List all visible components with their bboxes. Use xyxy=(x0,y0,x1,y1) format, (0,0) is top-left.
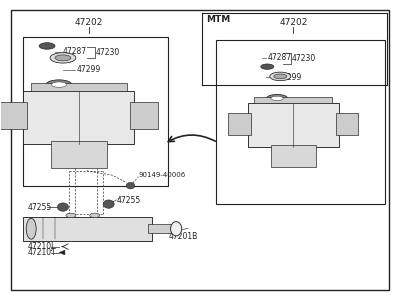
Bar xyxy=(228,113,251,135)
Bar xyxy=(31,83,126,91)
Ellipse shape xyxy=(171,222,182,236)
Bar xyxy=(51,141,107,168)
Bar xyxy=(270,145,316,166)
Text: 47202: 47202 xyxy=(279,18,308,27)
Ellipse shape xyxy=(52,82,66,87)
Text: 47299: 47299 xyxy=(278,73,302,82)
Bar xyxy=(23,91,134,144)
Bar xyxy=(336,113,358,135)
Polygon shape xyxy=(59,250,65,255)
Bar xyxy=(216,40,385,203)
Bar xyxy=(130,102,158,129)
Ellipse shape xyxy=(90,213,100,218)
Ellipse shape xyxy=(261,64,274,69)
Ellipse shape xyxy=(50,53,76,63)
Text: 47299: 47299 xyxy=(77,65,101,74)
Text: 90149-40006: 90149-40006 xyxy=(138,172,186,178)
Ellipse shape xyxy=(55,55,71,61)
Text: 47210T: 47210T xyxy=(27,248,56,257)
Text: 47287: 47287 xyxy=(268,53,292,62)
Circle shape xyxy=(57,203,68,211)
Text: 47201B: 47201B xyxy=(168,232,198,241)
Ellipse shape xyxy=(270,72,291,81)
Bar xyxy=(23,37,168,186)
Ellipse shape xyxy=(46,80,72,89)
Text: 47255: 47255 xyxy=(27,202,52,211)
Ellipse shape xyxy=(26,218,36,239)
Text: 47287: 47287 xyxy=(63,47,87,56)
Bar xyxy=(23,217,152,241)
Text: 47210J: 47210J xyxy=(27,242,54,251)
Ellipse shape xyxy=(66,213,76,218)
Bar xyxy=(248,103,339,147)
Circle shape xyxy=(103,200,114,208)
Bar xyxy=(254,97,332,103)
Ellipse shape xyxy=(39,43,55,49)
Text: 47230: 47230 xyxy=(292,54,316,63)
Ellipse shape xyxy=(274,74,287,79)
Text: 47255: 47255 xyxy=(116,196,141,205)
Bar xyxy=(0,102,27,129)
Text: 47230: 47230 xyxy=(96,48,120,57)
Text: MTM: MTM xyxy=(206,15,230,24)
Ellipse shape xyxy=(266,94,288,102)
Bar xyxy=(148,224,172,233)
Ellipse shape xyxy=(271,96,283,100)
Circle shape xyxy=(126,182,135,189)
Text: 47202: 47202 xyxy=(74,18,103,27)
